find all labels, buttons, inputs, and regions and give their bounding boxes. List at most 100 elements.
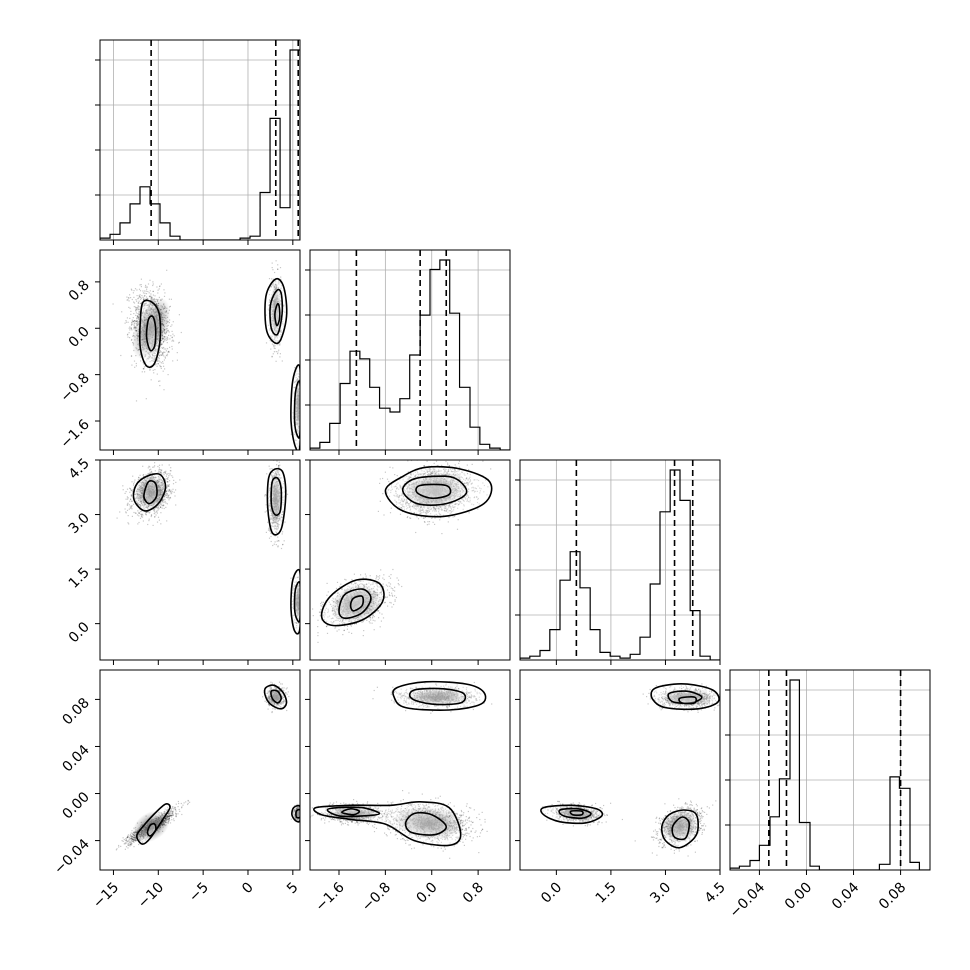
- sample-point: [147, 283, 150, 285]
- sample-point: [148, 357, 150, 359]
- sample-point: [171, 336, 173, 338]
- sample-point: [282, 510, 284, 513]
- sample-point: [130, 288, 132, 290]
- sample-point: [137, 523, 139, 525]
- sample-point: [280, 288, 282, 290]
- sample-point: [282, 504, 284, 506]
- sample-point: [168, 334, 170, 336]
- sample-point: [274, 541, 276, 543]
- sample-point: [271, 522, 273, 524]
- sample-point: [282, 511, 284, 513]
- sample-point: [273, 338, 275, 341]
- sample-point: [146, 298, 148, 300]
- sample-point: [269, 483, 271, 486]
- sample-point: [143, 368, 145, 370]
- density-contour: [145, 315, 157, 352]
- sample-point: [140, 516, 143, 518]
- sample-point: [167, 351, 169, 353]
- sample-point: [264, 511, 266, 513]
- sample-point: [134, 306, 137, 308]
- sample-point: [172, 339, 174, 341]
- sample-point: [296, 435, 298, 437]
- sample-point: [143, 303, 145, 305]
- sample-point: [297, 378, 299, 380]
- sample-point: [138, 512, 140, 514]
- sample-point: [168, 351, 170, 353]
- sample-point: [158, 357, 160, 359]
- x-tick-label: 0.00: [782, 880, 815, 913]
- sample-point: [270, 525, 272, 527]
- sample-point: [280, 287, 282, 289]
- sample-point: [148, 518, 150, 520]
- sample-point: [296, 443, 298, 445]
- sample-point: [136, 514, 139, 516]
- sample-point: [142, 363, 145, 365]
- axes-frame: [729, 669, 931, 871]
- sample-point: [277, 353, 279, 355]
- sample-point: [138, 315, 140, 317]
- sample-point: [166, 481, 168, 483]
- sample-point: [279, 292, 281, 295]
- sample-point: [144, 304, 146, 306]
- sample-point: [296, 447, 298, 449]
- sample-point: [165, 475, 167, 477]
- sample-point: [138, 300, 140, 302]
- sample-point: [133, 290, 135, 292]
- sample-point: [156, 358, 159, 361]
- sample-point: [282, 487, 284, 489]
- sample-point: [130, 494, 132, 496]
- sample-point: [278, 465, 280, 467]
- sample-point: [165, 480, 167, 482]
- sample-point: [298, 376, 300, 378]
- sample-point: [156, 360, 158, 362]
- sample-point: [269, 518, 271, 520]
- sample-point: [145, 398, 147, 400]
- sample-point: [158, 380, 160, 382]
- sample-point: [130, 310, 132, 312]
- sample-point: [292, 607, 294, 609]
- sample-point: [130, 328, 132, 330]
- sample-point: [278, 474, 280, 476]
- sample-point: [169, 346, 171, 348]
- sample-point: [297, 375, 300, 378]
- sample-point: [166, 520, 168, 522]
- sample-point: [162, 505, 164, 507]
- sample-point: [150, 299, 153, 301]
- sample-point: [140, 284, 142, 286]
- sample-point: [129, 487, 131, 489]
- sample-point: [125, 512, 127, 514]
- sample-point: [297, 445, 299, 447]
- sample-point: [142, 296, 144, 298]
- sample-point: [132, 320, 134, 323]
- sample-point: [271, 529, 273, 531]
- sample-point: [179, 479, 181, 481]
- sample-point: [143, 299, 145, 301]
- sample-point: [160, 366, 162, 368]
- sample-point: [272, 471, 274, 474]
- sample-point: [137, 502, 139, 504]
- sample-point: [142, 520, 144, 522]
- sample-point: [274, 271, 276, 274]
- sample-point: [157, 475, 160, 477]
- sample-point: [280, 477, 282, 479]
- sample-point: [157, 516, 160, 518]
- sample-point: [139, 290, 142, 292]
- sample-point: [142, 305, 144, 307]
- sample-point: [147, 511, 149, 513]
- sample-point: [143, 366, 145, 368]
- sample-point: [271, 475, 273, 477]
- sample-point: [295, 622, 298, 624]
- sample-point: [144, 509, 146, 511]
- sample-point: [286, 493, 289, 495]
- sample-point: [136, 307, 138, 309]
- sample-point: [133, 511, 135, 514]
- sample-point: [273, 281, 275, 283]
- sample-point: [156, 511, 158, 513]
- sample-point: [149, 466, 151, 468]
- sample-point: [130, 339, 133, 341]
- sample-point: [168, 484, 170, 486]
- sample-point: [131, 289, 133, 291]
- y-tick-label: 0.0: [66, 324, 93, 351]
- sample-point: [291, 606, 293, 609]
- histogram-panel-2: [515, 459, 721, 665]
